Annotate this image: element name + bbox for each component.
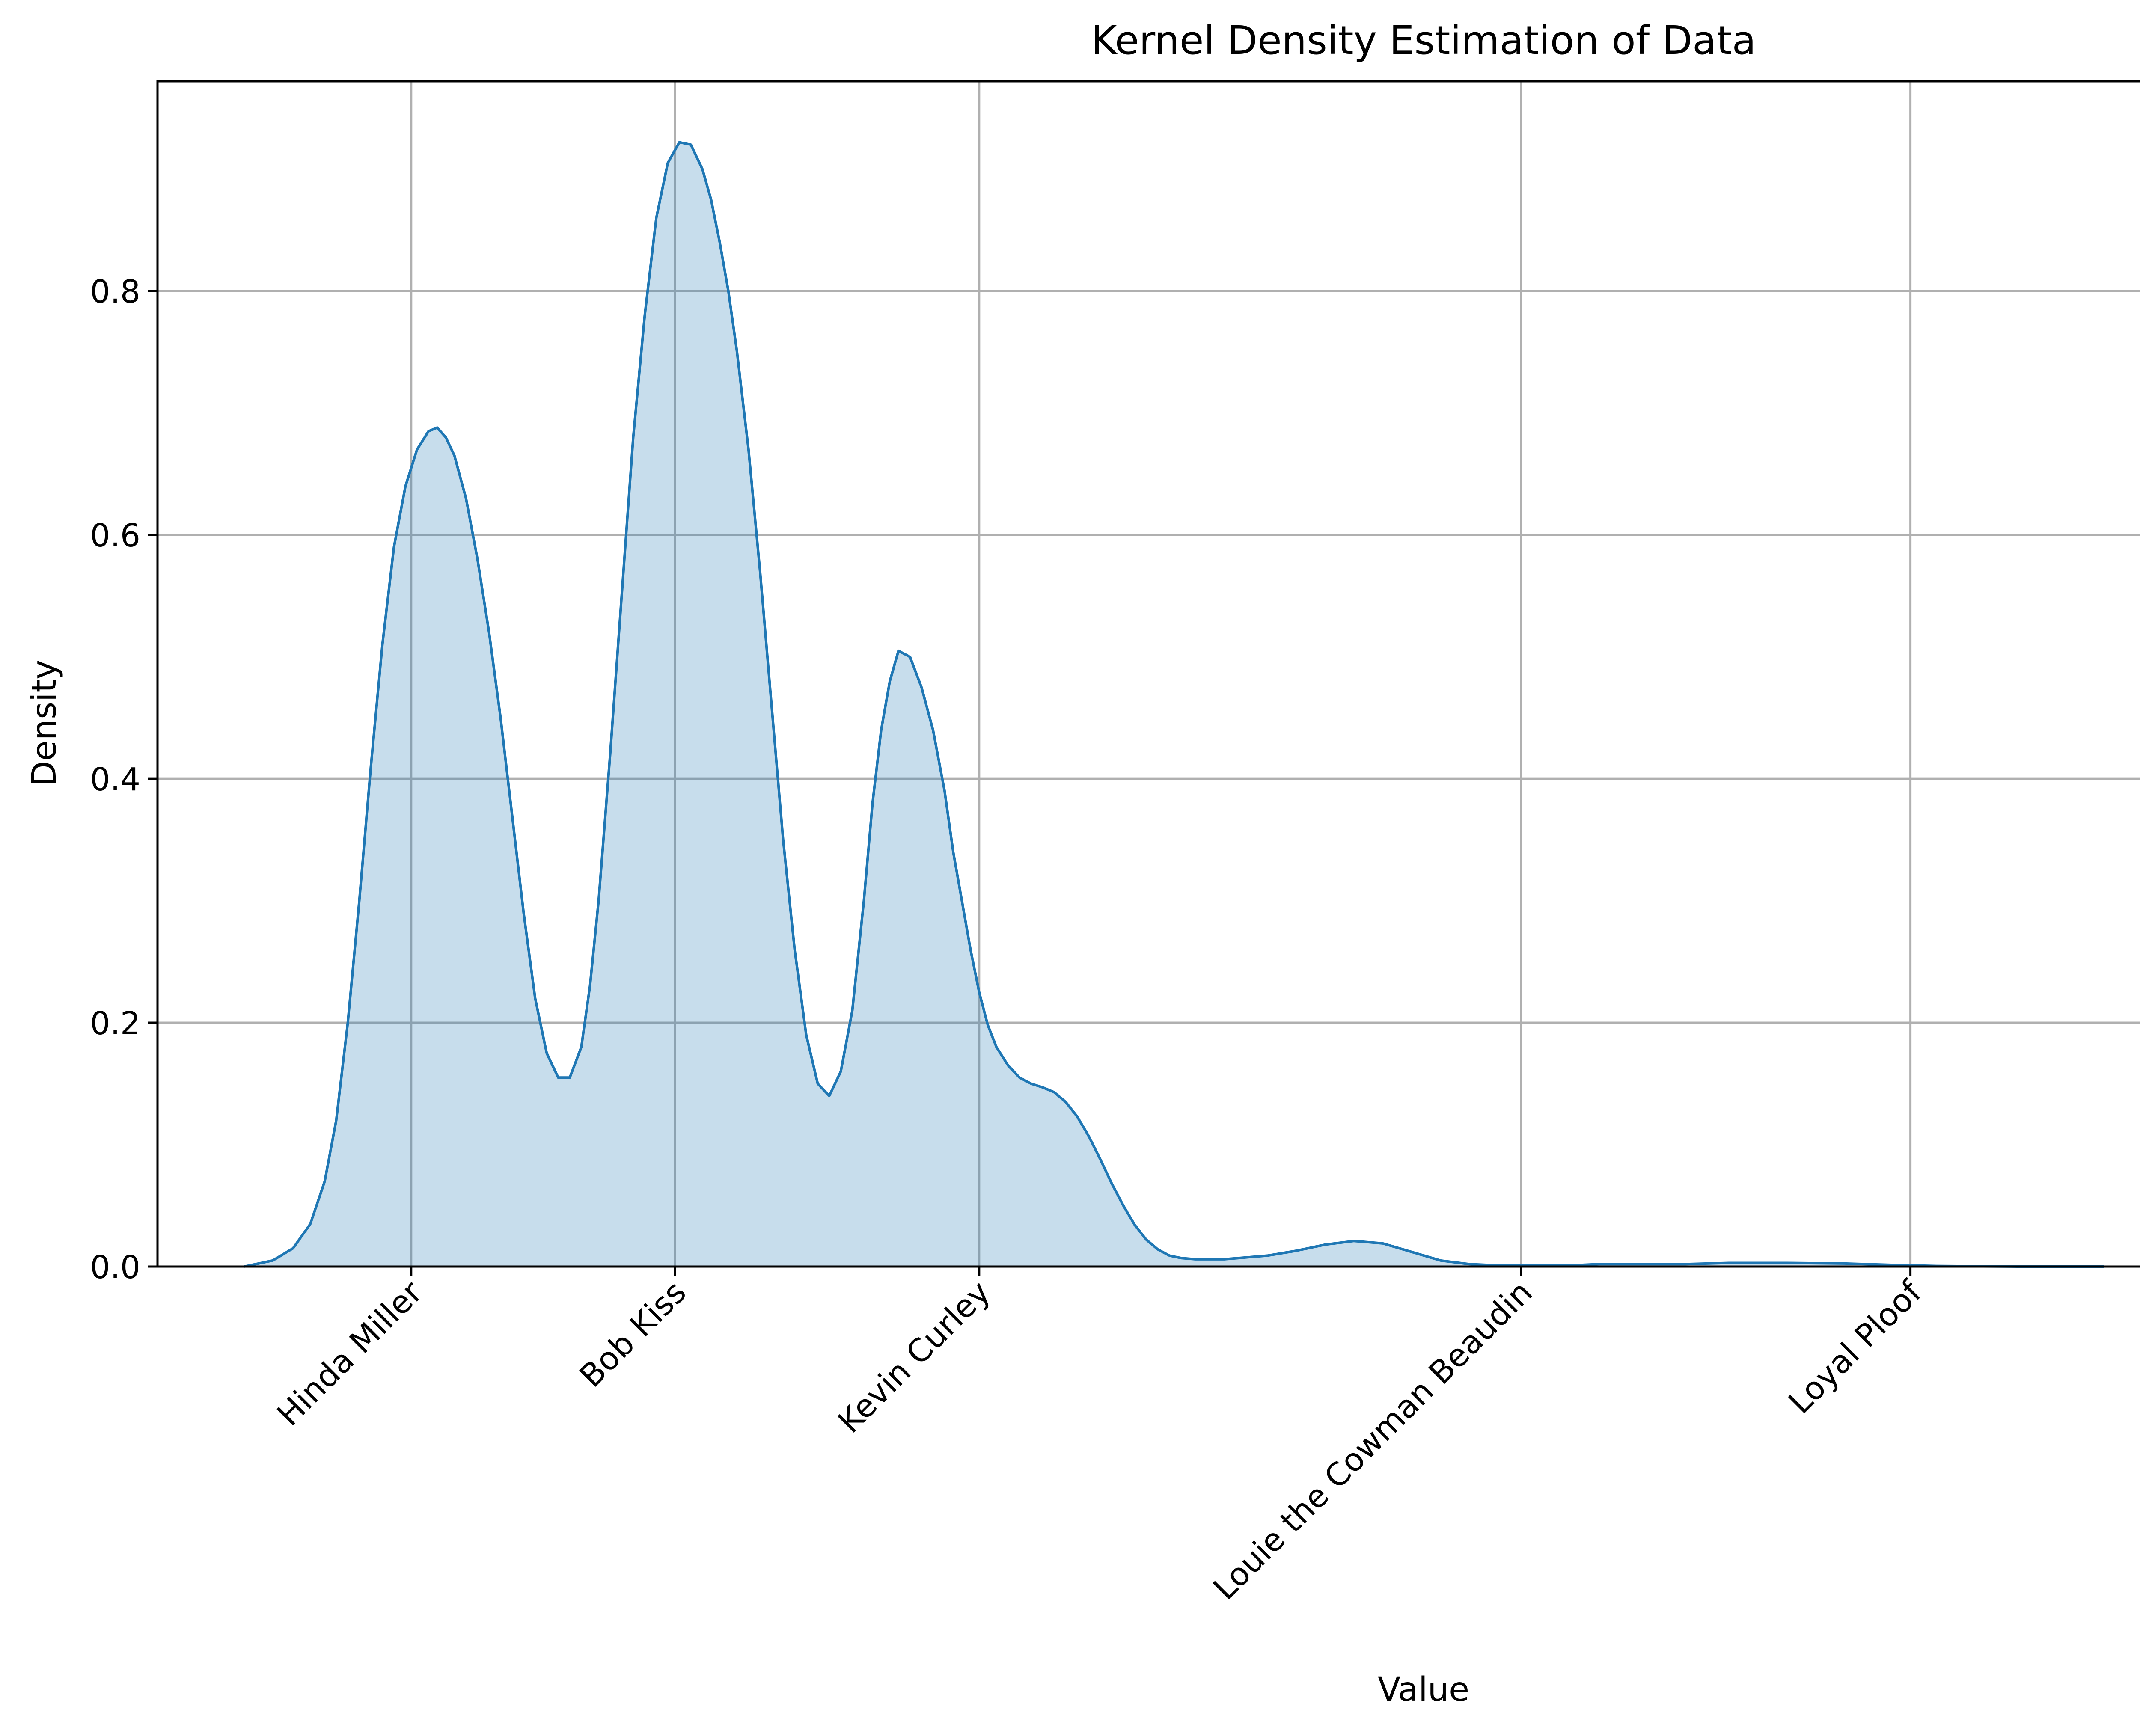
density-line bbox=[244, 141, 2104, 1268]
y-tick-label: 0.4 bbox=[90, 761, 140, 798]
y-axis-label: Density bbox=[25, 660, 64, 787]
y-tick-label: 0.0 bbox=[90, 1249, 140, 1286]
plot-frame bbox=[156, 80, 2140, 1268]
y-tick-label: 0.8 bbox=[90, 273, 140, 310]
y-tick-label: 0.6 bbox=[90, 517, 140, 554]
chart-title: Kernel Density Estimation of Data bbox=[1091, 18, 1756, 63]
density-area bbox=[244, 142, 2104, 1267]
grid-lines bbox=[158, 81, 2140, 1268]
x-axis-label: Value bbox=[1378, 1671, 1469, 1709]
y-tick-label: 0.2 bbox=[90, 1005, 140, 1042]
y-axis-ticks: 0.0 0.2 0.4 0.6 0.8 bbox=[90, 273, 158, 1286]
